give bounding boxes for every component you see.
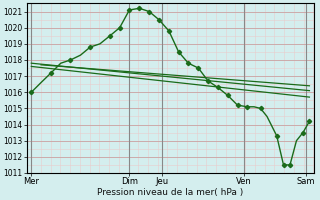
X-axis label: Pression niveau de la mer( hPa ): Pression niveau de la mer( hPa ) — [97, 188, 244, 197]
